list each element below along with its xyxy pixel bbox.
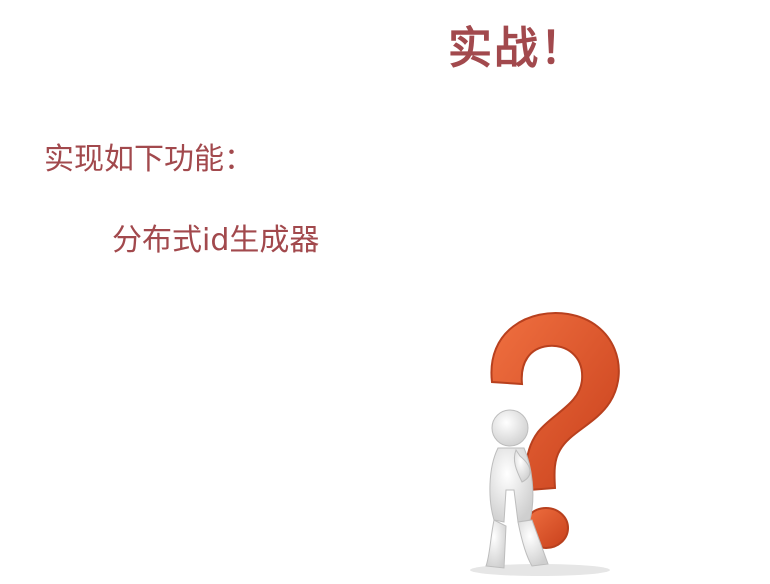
person-figure [485, 409, 549, 569]
slide-title: 实战！ [448, 23, 586, 74]
thinking-person-question-mark-illustration [470, 312, 620, 576]
slide-heading: 实现如下功能： [44, 142, 254, 177]
slide-item: 分布式id生成器 [112, 223, 320, 258]
question-mark-icon [490, 312, 620, 549]
